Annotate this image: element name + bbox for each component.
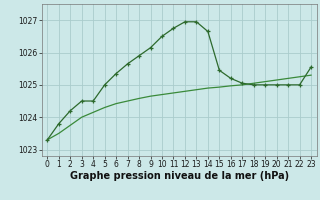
X-axis label: Graphe pression niveau de la mer (hPa): Graphe pression niveau de la mer (hPa): [70, 171, 289, 181]
